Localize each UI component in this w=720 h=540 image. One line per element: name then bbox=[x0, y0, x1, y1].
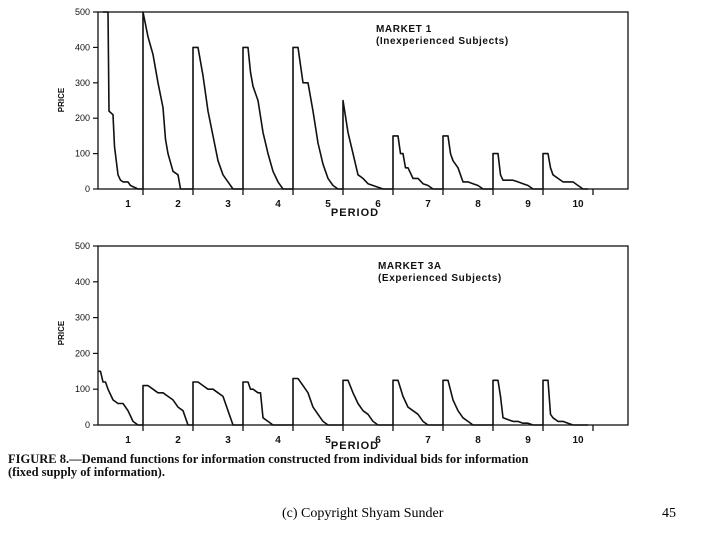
demand-curve-period-3 bbox=[192, 46, 243, 190]
x-tick-label: 7 bbox=[425, 435, 431, 446]
x-tick-label: 2 bbox=[175, 435, 181, 446]
y-tick-label: 400 bbox=[75, 277, 90, 287]
plot-frame bbox=[97, 11, 629, 190]
copyright-notice: (c) Copyright Shyam Sunder bbox=[282, 506, 444, 521]
plot-frame bbox=[97, 245, 629, 426]
x-tick-label: 6 bbox=[375, 199, 381, 210]
y-tick-label: 0 bbox=[85, 184, 90, 194]
demand-curve-period-2 bbox=[142, 11, 193, 190]
x-tick-label: 2 bbox=[175, 199, 181, 210]
y-axis-title: PRICE bbox=[57, 87, 66, 112]
figure-caption-line-2: (fixed supply of information). bbox=[8, 465, 165, 479]
figure-caption-line-1: FIGURE 8.—Demand functions for informati… bbox=[8, 452, 529, 466]
panel-title-line-1: MARKET 1 bbox=[376, 24, 432, 35]
demand-curve-period-9 bbox=[492, 379, 543, 426]
x-tick-label: 5 bbox=[325, 435, 331, 446]
x-axis-title: PERIOD bbox=[331, 207, 379, 219]
demand-curve-period-5 bbox=[292, 377, 343, 426]
x-tick-label: 1 bbox=[125, 199, 131, 210]
x-tick-label: 10 bbox=[572, 435, 584, 446]
x-tick-label: 5 bbox=[325, 199, 331, 210]
x-tick-label: 9 bbox=[525, 435, 531, 446]
demand-curve-period-7 bbox=[392, 135, 443, 190]
demand-curve-period-6 bbox=[342, 99, 393, 190]
demand-curve-period-3 bbox=[192, 381, 243, 426]
x-tick-label: 10 bbox=[572, 199, 584, 210]
y-tick-label: 200 bbox=[75, 348, 90, 358]
demand-curve-period-1 bbox=[103, 11, 143, 190]
y-tick-label: 100 bbox=[75, 149, 90, 159]
panel-title-line-2: (Inexperienced Subjects) bbox=[376, 36, 509, 47]
demand-curve-period-2 bbox=[142, 384, 193, 426]
x-tick-label: 6 bbox=[375, 435, 381, 446]
demand-curve-period-10 bbox=[542, 379, 588, 426]
x-tick-label: 4 bbox=[275, 199, 281, 210]
demand-curve-period-7 bbox=[392, 379, 443, 426]
demand-curve-period-1 bbox=[98, 370, 143, 426]
x-axis-title: PERIOD bbox=[331, 440, 379, 450]
y-tick-label: 100 bbox=[75, 384, 90, 394]
y-tick-label: 400 bbox=[75, 42, 90, 52]
demand-curve-period-8 bbox=[442, 379, 493, 426]
demand-curve-period-6 bbox=[342, 379, 393, 426]
y-axis-title: PRICE bbox=[57, 320, 66, 345]
x-tick-label: 4 bbox=[275, 435, 281, 446]
x-tick-label: 9 bbox=[525, 199, 531, 210]
y-tick-label: 500 bbox=[75, 241, 90, 251]
y-tick-label: 200 bbox=[75, 113, 90, 123]
x-tick-label: 3 bbox=[225, 199, 231, 210]
demand-curve-period-9 bbox=[492, 152, 543, 190]
x-tick-label: 7 bbox=[425, 199, 431, 210]
y-tick-label: 500 bbox=[75, 7, 90, 17]
demand-curve-period-4 bbox=[242, 46, 293, 190]
panel-title-line-1: MARKET 3A bbox=[378, 261, 442, 272]
x-tick-label: 8 bbox=[475, 435, 481, 446]
x-tick-label: 3 bbox=[225, 435, 231, 446]
panel-title-line-2: (Experienced Subjects) bbox=[378, 273, 502, 284]
y-tick-label: 0 bbox=[85, 420, 90, 430]
chart-panel-2: 0 100 200 300 400 500 1 2 3 4 5 6 7 8 9 10 PERIOD PRICE MA… bbox=[57, 241, 629, 452]
demand-curve-period-5 bbox=[292, 46, 343, 190]
demand-curve-period-4 bbox=[242, 381, 293, 426]
x-tick-label: 1 bbox=[125, 435, 131, 446]
demand-curve-period-10 bbox=[542, 152, 588, 190]
page-number: 45 bbox=[662, 506, 676, 521]
x-tick-label: 8 bbox=[475, 199, 481, 210]
y-tick-label: 300 bbox=[75, 78, 90, 88]
chart-panel-1: 0 100 200 300 400 500 1 2 3 4 5 6 7 8 9 10 PERIOD PRICE MA… bbox=[57, 7, 629, 219]
y-tick-label: 300 bbox=[75, 313, 90, 323]
demand-curve-period-8 bbox=[442, 135, 493, 190]
